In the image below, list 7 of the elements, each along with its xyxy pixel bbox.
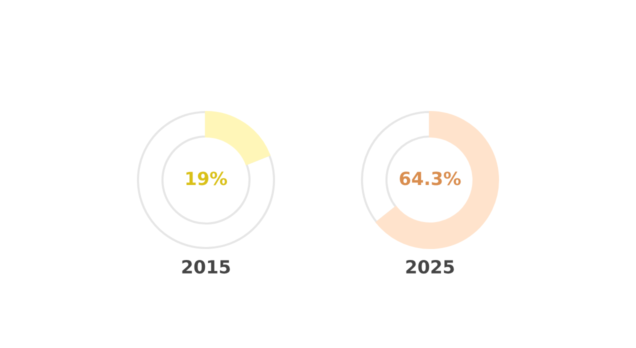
text: 2025 (406, 260, 454, 274)
donut-slice (136, 110, 276, 250)
donut-slice (376, 110, 500, 250)
data-label: 64.3% (400, 172, 461, 186)
data-label: 19% (186, 172, 228, 186)
donut-slice (204, 110, 270, 166)
text: 2015 (182, 260, 230, 274)
